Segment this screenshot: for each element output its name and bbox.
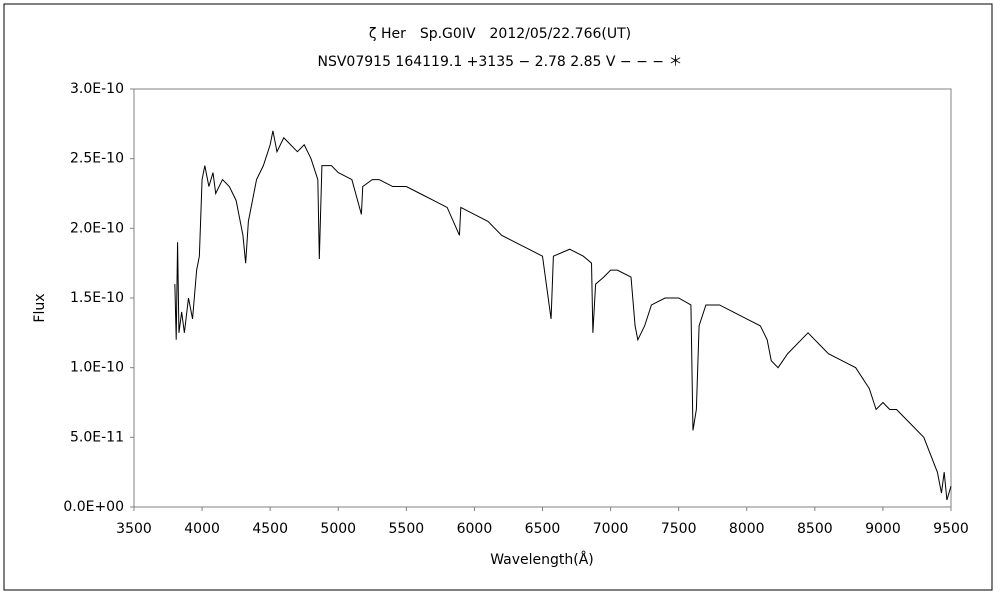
y-axis-label: Flux <box>32 293 48 322</box>
spectrum-line <box>174 130 952 501</box>
x-tick-label: 7500 <box>661 521 697 537</box>
x-tick-label: 9500 <box>933 521 969 537</box>
y-tick-label: 2.0E-10 <box>70 220 124 236</box>
x-tick-label: 3500 <box>116 521 152 537</box>
x-tick-label: 5500 <box>389 521 425 537</box>
y-tick-label: 2.5E-10 <box>70 151 124 167</box>
chart-frame <box>3 3 993 591</box>
chart-title: ζ Her Sp.G0IV 2012/05/22.766(UT) <box>369 26 631 42</box>
chart-subtitle: NSV07915 164119.1 +3135 − 2.78 2.85 V − … <box>318 54 683 70</box>
x-tick-label: 8500 <box>797 521 833 537</box>
x-tick-label: 5000 <box>320 521 356 537</box>
y-tick-label: 5.0E-11 <box>70 429 124 445</box>
x-tick-label: 6000 <box>457 521 493 537</box>
x-tick-label: 4000 <box>184 521 220 537</box>
x-tick-label: 6500 <box>525 521 561 537</box>
x-axis-label: Wavelength(Å) <box>490 551 594 568</box>
y-tick-label: 3.0E-10 <box>70 81 124 97</box>
x-tick-label: 4500 <box>252 521 288 537</box>
y-tick-label: 1.5E-10 <box>70 290 124 306</box>
y-tick-label: 1.0E-10 <box>70 360 124 376</box>
x-tick-label: 7000 <box>593 521 629 537</box>
x-tick-label: 9000 <box>865 521 901 537</box>
y-tick-label: 0.0E+00 <box>63 499 124 515</box>
x-tick-label: 8000 <box>729 521 765 537</box>
